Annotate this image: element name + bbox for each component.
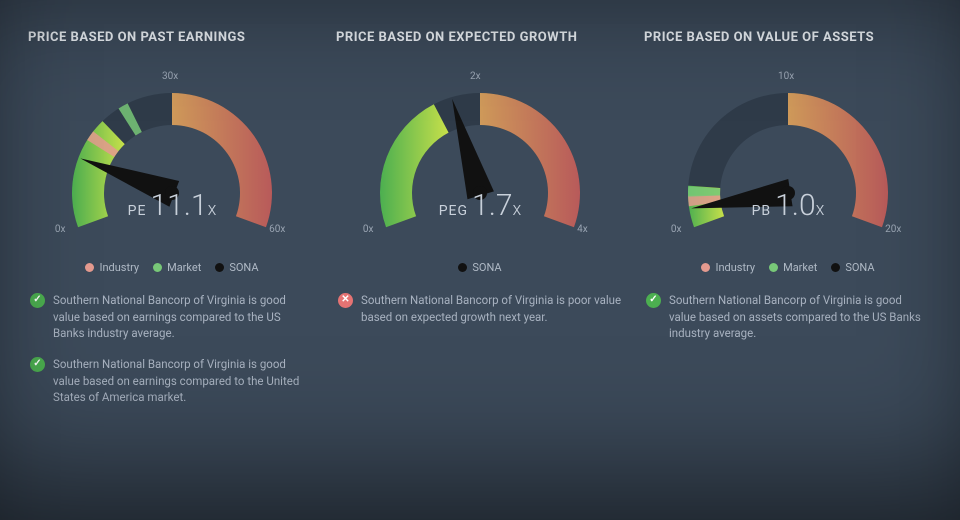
cross-icon: ✕ — [338, 293, 353, 308]
metric-value: 1.7 — [472, 188, 512, 223]
notes: ✓ Southern National Bancorp of Virginia i… — [28, 292, 316, 406]
metric-label: PE — [128, 203, 147, 219]
gauge-tick-label: 0x — [671, 224, 682, 235]
gauge-tick-label: 60x — [269, 224, 285, 235]
metric-value: 11.1 — [150, 188, 207, 223]
panel-peg: PRICE BASED ON EXPECTED GROWTH 0x2x4xPEG… — [326, 30, 634, 406]
metric-value: 1.0 — [775, 188, 815, 223]
legend-dot-icon — [769, 263, 778, 272]
gauge: 0x30x60xPE11.1x — [32, 63, 312, 263]
check-icon: ✓ — [646, 293, 661, 308]
note: ✓ Southern National Bancorp of Virginia i… — [30, 292, 314, 342]
metric-label: PEG — [439, 203, 468, 219]
panel-title: PRICE BASED ON PAST EARNINGS — [28, 30, 316, 45]
panel-pe: PRICE BASED ON PAST EARNINGS 0x30x60xPE1… — [18, 30, 326, 406]
check-icon: ✓ — [30, 357, 45, 372]
gauge-tick-label: 30x — [162, 71, 178, 82]
legend-dot-icon — [215, 263, 224, 272]
note-text: Southern National Bancorp of Virginia is… — [669, 292, 930, 342]
note-text: Southern National Bancorp of Virginia is… — [361, 292, 622, 325]
metric-suffix: x — [208, 199, 217, 220]
gauge-metric: PE11.1x — [32, 188, 312, 223]
check-icon: ✓ — [30, 293, 45, 308]
legend-dot-icon — [153, 263, 162, 272]
gauge-tick-label: 2x — [470, 71, 481, 82]
gauge-metric: PB1.0x — [648, 188, 928, 223]
gauge-metric: PEG1.7x — [340, 188, 620, 223]
note: ✓ Southern National Bancorp of Virginia i… — [30, 356, 314, 406]
note: ✓ Southern National Bancorp of Virginia i… — [646, 292, 930, 342]
note-text: Southern National Bancorp of Virginia is… — [53, 292, 314, 342]
notes: ✓ Southern National Bancorp of Virginia i… — [644, 292, 932, 342]
legend-dot-icon — [831, 263, 840, 272]
metric-label: PB — [752, 203, 772, 219]
gauge-tick-label: 4x — [577, 224, 588, 235]
legend-dot-icon — [458, 263, 467, 272]
metric-suffix: x — [816, 199, 825, 220]
panel-pb: PRICE BASED ON VALUE OF ASSETS 0x10x20xP… — [634, 30, 942, 406]
note-text: Southern National Bancorp of Virginia is… — [53, 356, 314, 406]
gauge-tick-label: 0x — [55, 224, 66, 235]
metric-suffix: x — [513, 199, 522, 220]
gauge-tick-label: 10x — [778, 71, 794, 82]
gauge: 0x10x20xPB1.0x — [648, 63, 928, 263]
gauge: 0x2x4xPEG1.7x — [340, 63, 620, 263]
legend-dot-icon — [701, 263, 710, 272]
panel-title: PRICE BASED ON EXPECTED GROWTH — [336, 30, 624, 45]
panel-title: PRICE BASED ON VALUE OF ASSETS — [644, 30, 932, 45]
gauge-tick-label: 20x — [885, 224, 901, 235]
gauge-tick-label: 0x — [363, 224, 374, 235]
notes: ✕ Southern National Bancorp of Virginia i… — [336, 292, 624, 325]
legend-dot-icon — [85, 263, 94, 272]
note: ✕ Southern National Bancorp of Virginia i… — [338, 292, 622, 325]
